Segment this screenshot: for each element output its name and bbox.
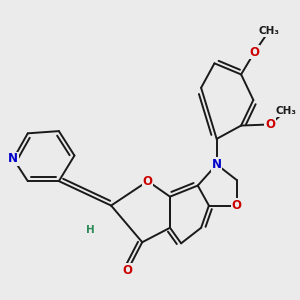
Text: CH₃: CH₃ (258, 26, 279, 36)
Text: N: N (8, 152, 18, 165)
Text: H: H (85, 225, 94, 235)
Text: O: O (123, 263, 133, 277)
Text: N: N (212, 158, 222, 171)
Text: O: O (232, 199, 242, 212)
Text: O: O (265, 118, 275, 131)
Text: CH₃: CH₃ (275, 106, 296, 116)
Text: O: O (143, 175, 153, 188)
Text: O: O (249, 46, 260, 59)
